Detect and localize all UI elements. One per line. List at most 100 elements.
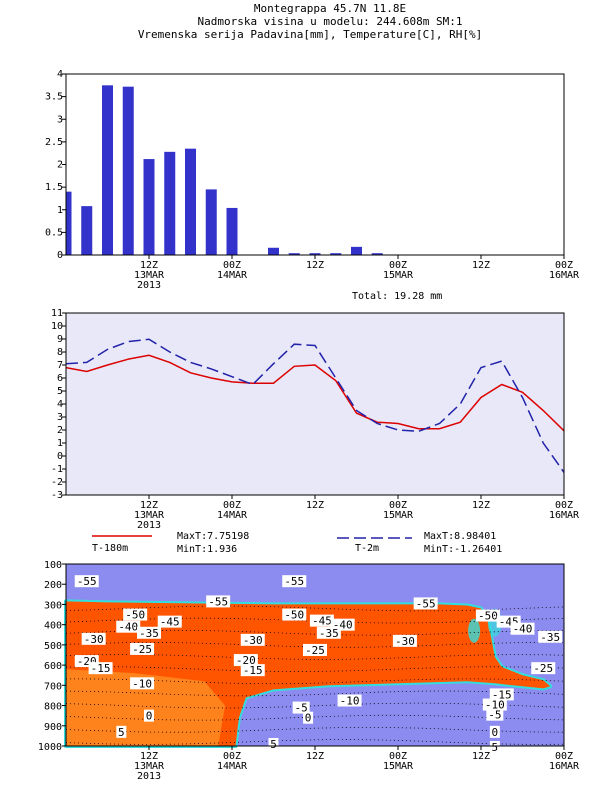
precip-bar xyxy=(66,191,72,255)
temp-y-tick-label: 0 xyxy=(57,451,63,462)
temp-y-tick-label: 1 xyxy=(57,438,63,449)
precip-bar xyxy=(81,206,93,255)
rh-contour-label: 0 xyxy=(492,726,499,739)
precip-y-tick-label: 3 xyxy=(57,114,63,125)
precip-x-tick-label: 12Z xyxy=(306,260,324,271)
temp-y-tick-label: 3 xyxy=(57,412,63,423)
legend-t2-maxt: MaxT:8.98401 xyxy=(424,531,496,542)
temp-y-tick-label: 10 xyxy=(51,321,63,332)
rh-x-tick-date: 13MAR xyxy=(134,761,165,772)
precip-x-tick-label: 12Z xyxy=(472,260,490,271)
rh-contour-label-bg xyxy=(292,701,310,714)
rh-x-tick-label: 12Z xyxy=(472,751,490,762)
rh-contour-label-bg xyxy=(303,711,314,724)
rh-y-tick-label: 100 xyxy=(44,560,62,571)
precip-plot-area xyxy=(65,73,565,256)
rh-contour-label-bg xyxy=(392,634,417,647)
rh-contour-label: -55 xyxy=(208,595,228,608)
rh-contour-label-bg xyxy=(316,626,341,639)
temp-x-tick-date: 14MAR xyxy=(217,510,248,521)
precip-y-tick-label: 3.5 xyxy=(45,92,63,103)
precip-y-tick-label: 1.5 xyxy=(45,182,63,193)
rh-contour-label: -35 xyxy=(139,627,159,640)
chart-header-location: Montegrappa 45.7N 11.8E xyxy=(253,2,407,15)
rh-x-tick-label: 12Z xyxy=(306,751,324,762)
rh-y-tick-label: 900 xyxy=(44,722,62,733)
rh-y-tick-label: 500 xyxy=(44,641,62,652)
precip-y-tick-label: 2.5 xyxy=(45,137,63,148)
precip-x-tick-label: 12Z xyxy=(140,260,158,271)
precip-x-tick-date: 13MAR xyxy=(134,270,165,281)
rh-contour-label: -10 xyxy=(340,695,360,708)
rh-contour-label-bg xyxy=(475,609,500,622)
precip-bar xyxy=(164,151,176,255)
legend-t2-label: T-2m xyxy=(355,543,379,554)
precip-x-tick-label: 00Z xyxy=(223,260,241,271)
rh-dry-pocket xyxy=(468,618,481,643)
rh-contour-label: -35 xyxy=(319,627,339,640)
rh-contour-label-bg xyxy=(303,643,327,656)
rh-contour-label: -40 xyxy=(513,623,533,636)
temp-y-tick-label: 4 xyxy=(57,399,63,410)
rh-contour-label-bg xyxy=(123,608,148,621)
rh-contour-label-bg xyxy=(88,662,113,675)
rh-contour-label: -25 xyxy=(533,662,553,675)
rh-contour-label: -45 xyxy=(312,615,332,628)
rh-contour-label: -10 xyxy=(132,677,152,690)
precip-x-tick-label: 00Z xyxy=(389,260,407,271)
precip-x-tick-date: 16MAR xyxy=(549,270,580,281)
rh-contour-label-bg xyxy=(489,725,500,738)
rh-x-tick-label: 12Z xyxy=(140,751,158,762)
legend-t180-mint: MinT:1.936 xyxy=(177,544,237,555)
rh-contour-label: -5 xyxy=(295,702,308,715)
rh-y-tick-label: 800 xyxy=(44,702,62,713)
precip-bar xyxy=(268,247,279,255)
rh-contour-label-bg xyxy=(337,694,362,707)
rh-contour-label-bg xyxy=(510,622,535,635)
rh-contour-label: -20 xyxy=(236,654,256,667)
rh-x-tick-date: 14MAR xyxy=(217,761,248,772)
temp-180m-line xyxy=(65,354,565,432)
rh-contour-label: -45 xyxy=(160,616,180,629)
rh-contour-label: -10 xyxy=(485,699,505,712)
rh-x-tick-date: 16MAR xyxy=(549,761,580,772)
rh-contour-label-bg xyxy=(233,654,258,667)
rh-contour-label-bg xyxy=(74,575,99,588)
temp-y-tick-label: 11 xyxy=(51,308,63,319)
precip-x-tick-date: 15MAR xyxy=(383,270,414,281)
rh-contour-label-bg xyxy=(282,608,307,621)
precip-bar xyxy=(309,253,321,255)
rh-contour-label: 0 xyxy=(305,712,312,725)
rh-saturated-region xyxy=(66,669,226,746)
precip-y-tick-label: 2 xyxy=(57,160,63,171)
rh-contour-label: -50 xyxy=(125,609,145,622)
rh-y-tick-label: 200 xyxy=(44,580,62,591)
rh-contour-label: 5 xyxy=(270,738,277,751)
precip-x-tick-year: 2013 xyxy=(137,280,161,291)
rh-contour-label-bg xyxy=(538,630,563,643)
chart-header-series-description: Vremenska serija Padavina[mm], Temperatu… xyxy=(137,28,483,41)
rh-y-tick-label: 700 xyxy=(44,681,62,692)
precip-y-tick-label: 0 xyxy=(57,250,63,261)
temp-2m-line xyxy=(65,338,565,473)
rh-contour-label-bg xyxy=(240,633,265,646)
temp-x-tick-label: 12Z xyxy=(306,500,324,511)
precip-bar xyxy=(330,253,342,255)
precip-x-tick-label: 00Z xyxy=(555,260,573,271)
rh-contour-label-bg xyxy=(489,741,500,754)
precip-y-tick-label: 1 xyxy=(57,205,63,216)
rh-x-tick-year: 2013 xyxy=(137,771,161,782)
rh-contour-label-bg xyxy=(486,708,504,721)
rh-x-tick-date: 15MAR xyxy=(383,761,414,772)
precip-bar xyxy=(143,159,155,255)
precip-y-tick-label: 4 xyxy=(57,69,63,80)
rh-contour-label: -25 xyxy=(132,643,152,656)
rh-contour-label: -25 xyxy=(305,644,325,657)
rh-contour-label-bg xyxy=(116,620,141,633)
temp-y-tick-label: -1 xyxy=(51,464,63,475)
temp-y-tick-label: 2 xyxy=(57,425,63,436)
rh-contour-label-bg xyxy=(206,595,231,608)
rh-contour-label: 5 xyxy=(118,726,125,739)
temp-y-tick-label: 9 xyxy=(57,334,63,345)
legend-t180-label: T-180m xyxy=(92,543,128,554)
